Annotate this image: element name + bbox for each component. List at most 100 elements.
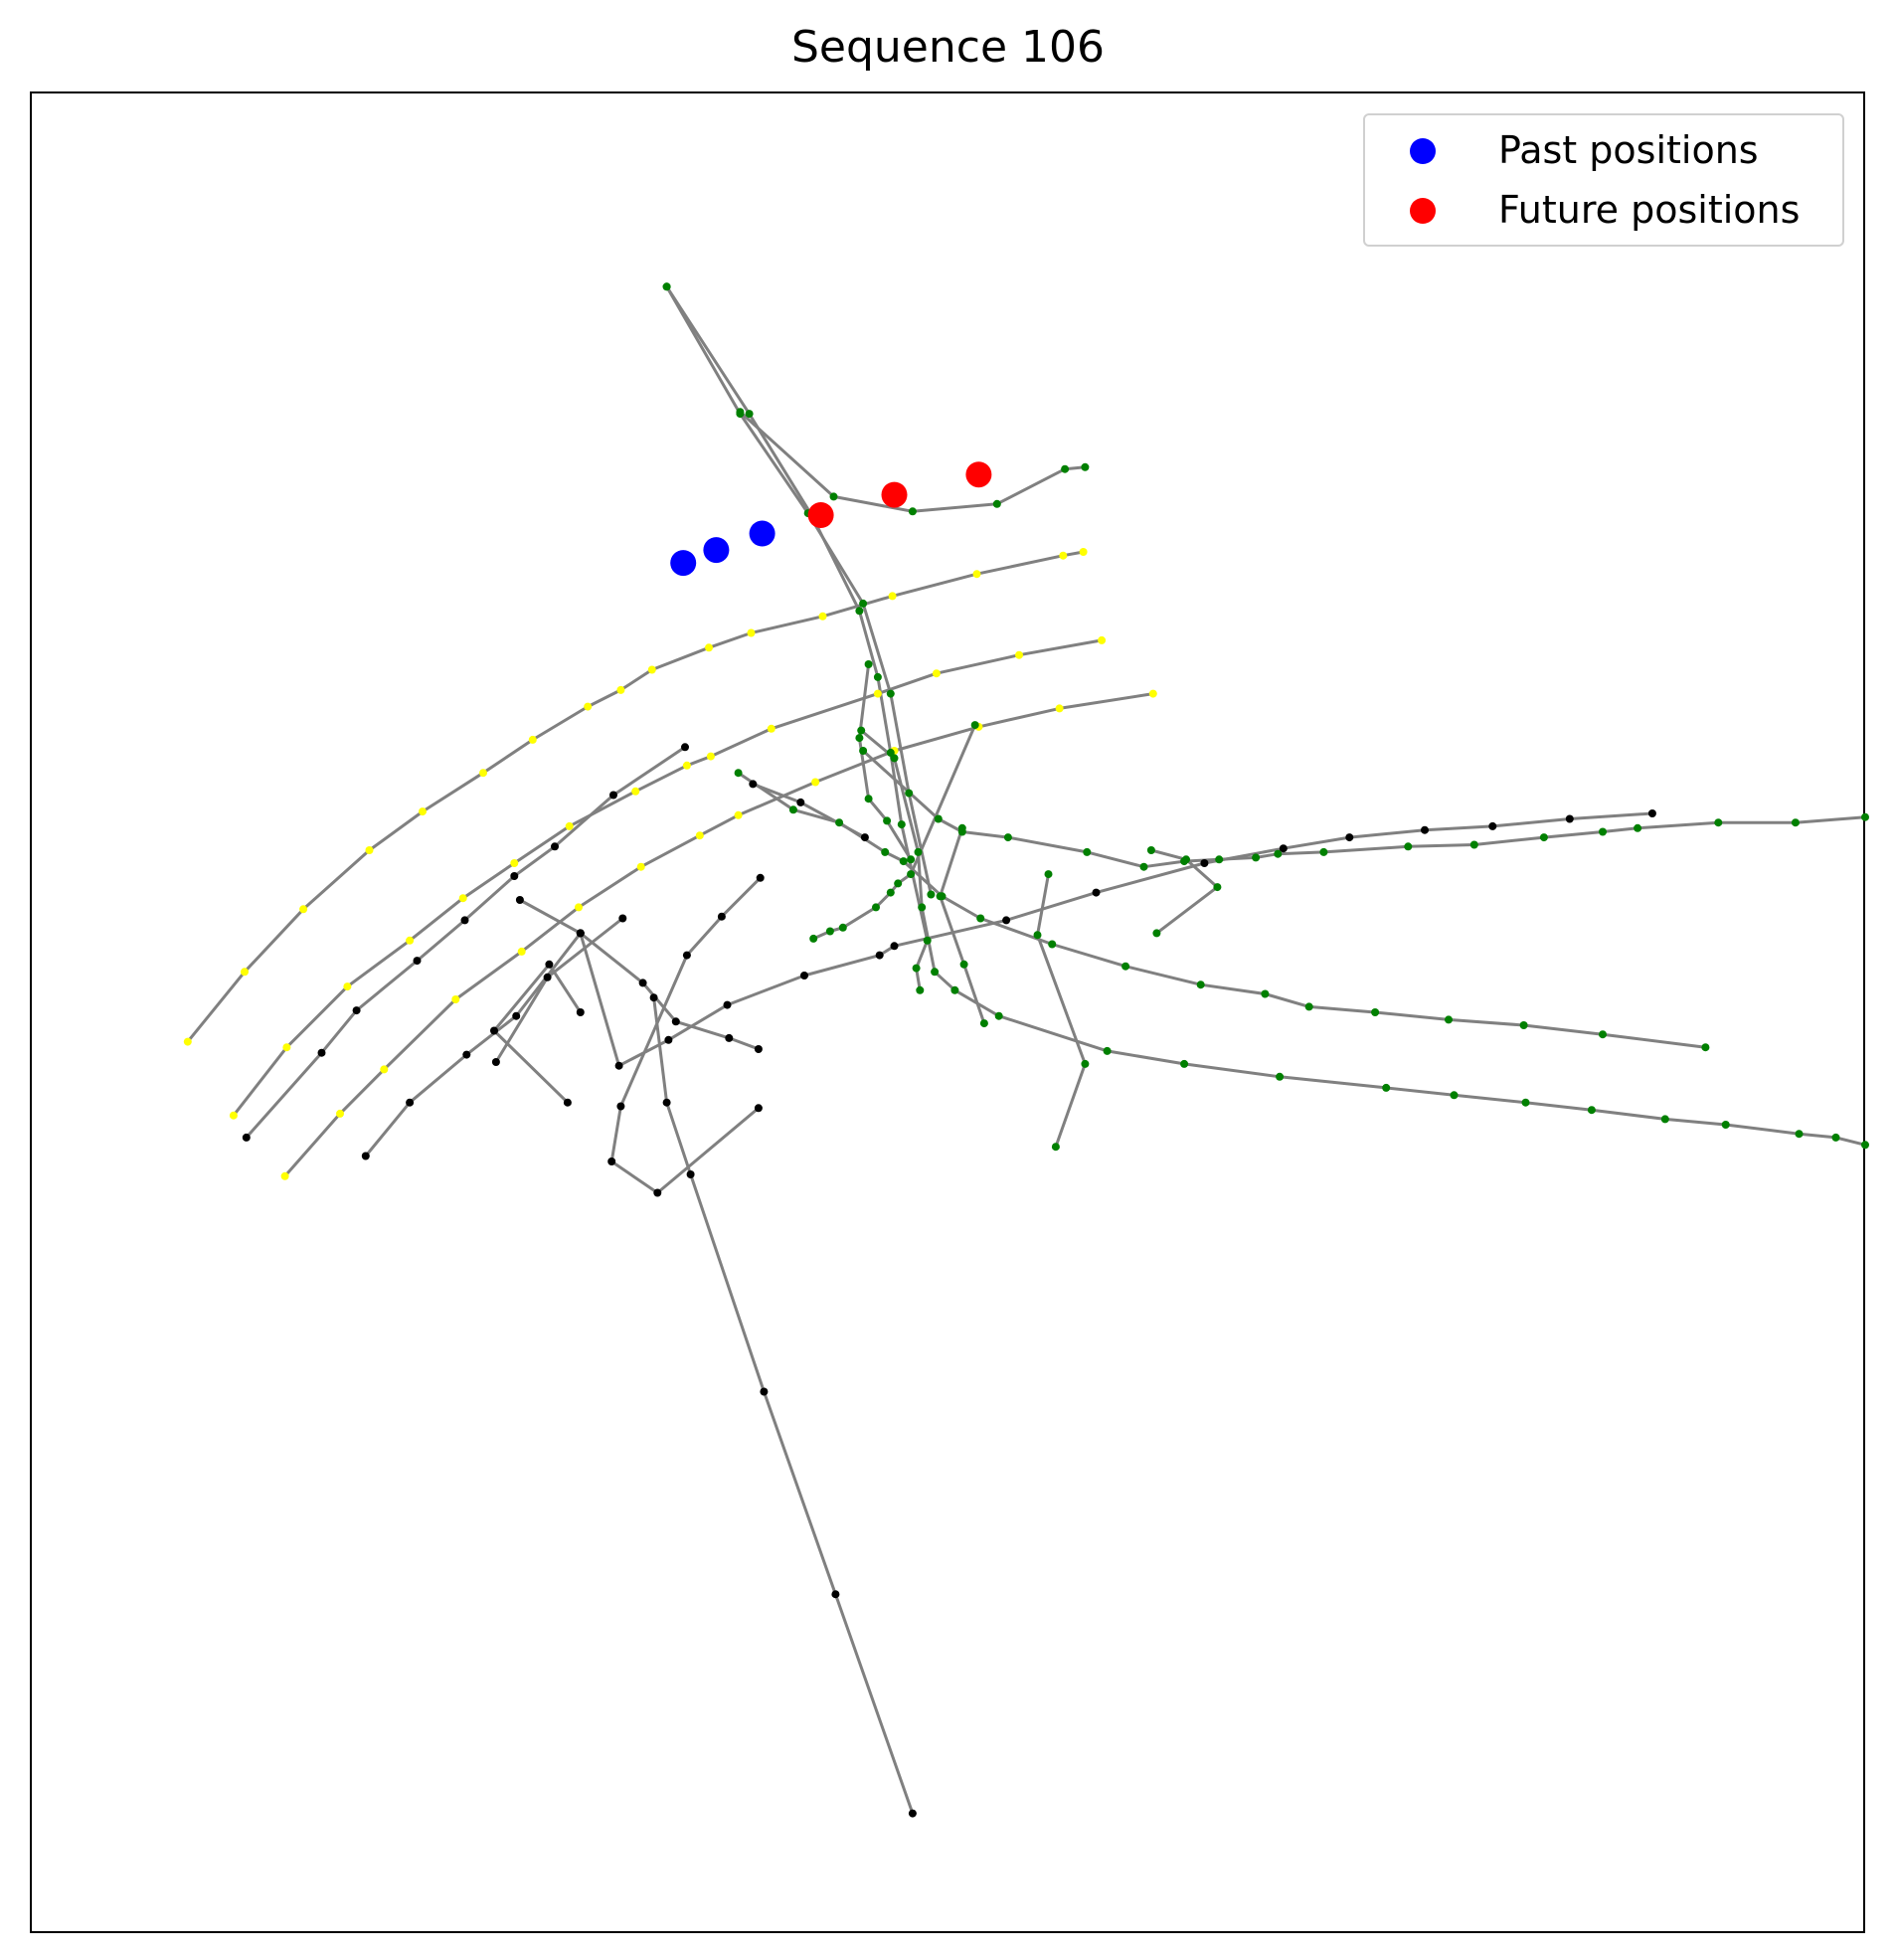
map-node xyxy=(671,1017,680,1026)
map-node xyxy=(1421,825,1429,834)
map-edge xyxy=(862,749,1866,869)
map-node xyxy=(343,982,352,991)
map-node xyxy=(992,499,1001,508)
map-node xyxy=(406,1098,415,1107)
map-node xyxy=(976,914,985,923)
map-node xyxy=(242,1133,251,1142)
legend: Past positions Future positions xyxy=(1363,113,1844,247)
legend-item-past: Past positions xyxy=(1365,125,1842,175)
map-node xyxy=(282,1043,291,1052)
map-node xyxy=(818,612,827,621)
map-node xyxy=(1279,844,1288,853)
map-node xyxy=(1565,814,1574,823)
map-node xyxy=(890,754,899,763)
map-node xyxy=(1048,940,1057,949)
map-node xyxy=(838,923,847,932)
map-node xyxy=(829,492,838,501)
map-node xyxy=(934,814,943,823)
map-edge xyxy=(186,550,1084,1043)
map-edge xyxy=(283,692,1154,1177)
map-node xyxy=(886,689,895,698)
map-edge xyxy=(665,285,930,991)
map-node xyxy=(760,1387,769,1396)
map-edge xyxy=(752,783,866,839)
map-edge xyxy=(739,411,1086,513)
map-node xyxy=(460,916,469,925)
map-edge xyxy=(494,917,624,1063)
map-node xyxy=(686,1170,695,1178)
map-node xyxy=(864,660,873,668)
map-node xyxy=(638,979,647,987)
map-node xyxy=(1599,1030,1607,1039)
map-node xyxy=(725,1033,734,1042)
future-position-point xyxy=(965,461,992,488)
map-node xyxy=(406,936,415,945)
map-node xyxy=(543,973,552,981)
map-node xyxy=(479,769,487,778)
map-node xyxy=(1861,1141,1869,1150)
map-node xyxy=(756,873,765,882)
map-node xyxy=(873,689,882,698)
map-node xyxy=(616,685,625,694)
map-node xyxy=(923,936,932,945)
map-node xyxy=(1404,842,1413,851)
map-node xyxy=(682,951,691,960)
map-node xyxy=(682,761,691,770)
map-node xyxy=(1055,704,1064,713)
map-node xyxy=(575,903,583,912)
map-node xyxy=(1539,833,1548,842)
map-node xyxy=(1200,859,1209,867)
map-node xyxy=(512,1011,521,1020)
map-node xyxy=(796,798,805,806)
map-node xyxy=(1215,855,1224,864)
map-node xyxy=(809,934,818,943)
map-node xyxy=(908,507,917,516)
map-node xyxy=(864,795,873,803)
map-node xyxy=(1521,1098,1530,1107)
map-node xyxy=(1002,916,1011,925)
map-node xyxy=(897,820,906,829)
map-node xyxy=(1182,855,1190,864)
map-node xyxy=(972,570,981,579)
map-node xyxy=(1044,870,1053,879)
map-node xyxy=(299,905,308,914)
map-node xyxy=(183,1037,192,1046)
map-edge xyxy=(609,876,762,1194)
map-edge xyxy=(492,963,583,1104)
past-position-point xyxy=(749,520,776,547)
map-node xyxy=(717,912,726,921)
map-node xyxy=(609,791,617,800)
map-edge xyxy=(232,638,1103,1117)
map-edge xyxy=(860,729,1866,1147)
map-node xyxy=(280,1171,289,1180)
map-node xyxy=(563,1098,572,1107)
legend-marker-future xyxy=(1410,198,1436,224)
future-position-point xyxy=(807,502,834,528)
map-edges xyxy=(186,285,1866,1815)
map-node xyxy=(800,972,808,980)
map-node xyxy=(734,810,743,819)
map-node xyxy=(883,816,892,825)
map-node xyxy=(705,643,713,652)
map-edge xyxy=(939,827,986,1024)
map-node xyxy=(1252,853,1261,862)
map-node xyxy=(872,903,880,912)
map-node xyxy=(681,743,689,752)
map-node xyxy=(899,857,908,866)
map-node xyxy=(916,985,925,994)
map-node xyxy=(745,410,754,419)
map-node xyxy=(510,859,519,867)
map-node xyxy=(875,951,884,960)
map-node xyxy=(907,855,916,864)
map-node xyxy=(419,807,427,816)
map-node xyxy=(825,927,834,936)
map-node xyxy=(932,669,941,678)
map-node xyxy=(749,780,758,789)
map-node xyxy=(1276,1072,1285,1081)
map-node xyxy=(1469,840,1478,849)
map-node xyxy=(517,947,526,956)
map-node xyxy=(734,769,743,778)
map-node xyxy=(994,1011,1003,1020)
map-node xyxy=(970,721,979,730)
map-node xyxy=(241,968,249,977)
